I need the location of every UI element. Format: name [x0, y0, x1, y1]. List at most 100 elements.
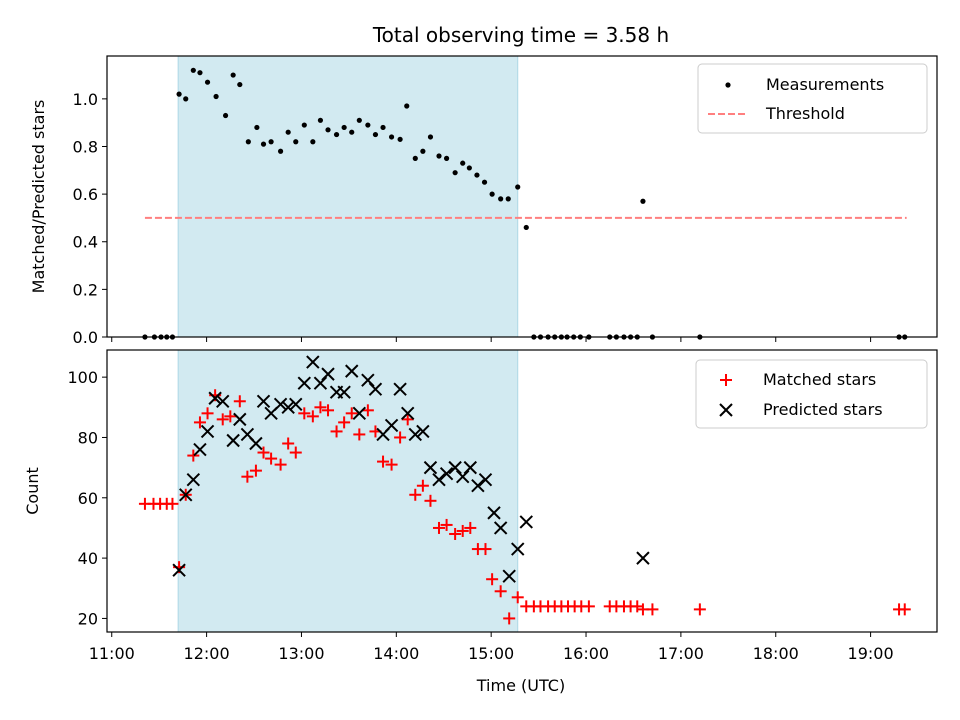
- measurement-point: [204, 79, 211, 85]
- measurement-point: [293, 139, 299, 145]
- predicted-star-point: [249, 436, 263, 451]
- matched-star-point: [582, 600, 595, 613]
- predicted-star-point: [456, 469, 470, 484]
- measurement-point: [515, 184, 521, 190]
- top-y-tick-label: 0.6: [73, 185, 98, 204]
- matched-star-point: [201, 407, 214, 420]
- measurement-point: [466, 165, 472, 171]
- predicted-star-point: [306, 355, 320, 369]
- matched-star-point: [274, 458, 287, 471]
- matched-star-point: [898, 603, 911, 616]
- matched-star-point: [338, 416, 351, 429]
- bottom-x-ticks: 11:00 12:00 13:00 14:00 15:00 16:00 17:00 18:00…: [89, 632, 894, 663]
- matched-star-point: [440, 518, 453, 531]
- matched-star-point: [401, 413, 414, 426]
- matched-star-point: [456, 524, 469, 537]
- bottom-y-tick-label: 60: [78, 489, 98, 508]
- measurement-point: [436, 153, 442, 159]
- measurement-point: [310, 139, 316, 145]
- matched-star-point: [693, 603, 706, 616]
- predicted-star-point: [423, 460, 438, 475]
- bottom-y-ticks: 20 40 60 80 100: [67, 368, 107, 628]
- bottom-y-tick-label: 20: [78, 609, 98, 628]
- measurement-point: [317, 117, 324, 123]
- measurement-point: [498, 196, 504, 202]
- measurement-point: [197, 70, 203, 76]
- predicted-star-point: [478, 472, 493, 487]
- bottom-y-tick-label: 40: [78, 549, 98, 568]
- matched-star-point: [631, 600, 644, 613]
- predicted-star-point: [511, 542, 525, 556]
- predicted-star-point: [273, 397, 288, 411]
- measurement-point: [356, 117, 362, 123]
- predicted-star-point: [289, 397, 303, 411]
- measurement-point: [474, 172, 480, 178]
- predicted-star-point: [636, 551, 650, 565]
- predicted-star-point: [384, 418, 399, 433]
- top-points: [142, 67, 908, 340]
- legend-matched-marker: [720, 374, 732, 386]
- measurement-point: [268, 139, 274, 145]
- measurement-point: [427, 134, 434, 140]
- predicted-star-point: [200, 424, 215, 439]
- bottom-observing-window: [177, 349, 519, 633]
- legend-threshold-label: Threshold: [765, 104, 845, 123]
- predicted-star-point: [432, 472, 446, 487]
- predicted-star-point: [463, 460, 478, 475]
- bottom-y-tick-label: 100: [67, 368, 98, 387]
- x-tick-label: 16:00: [563, 644, 609, 663]
- legend-predicted-label: Predicted stars: [763, 400, 883, 419]
- chart-title: Total observing time = 3.58 h: [372, 23, 669, 47]
- matched-star-point: [385, 458, 398, 471]
- measurement-point: [325, 127, 331, 133]
- measurement-point: [333, 131, 340, 138]
- measurement-point: [412, 155, 418, 161]
- top-y-tick-label: 0.4: [73, 233, 98, 252]
- measurement-point: [254, 124, 260, 131]
- legend-measurements-label: Measurements: [766, 75, 884, 94]
- predicted-star-point: [345, 364, 359, 378]
- legend-predicted-marker: [719, 403, 733, 417]
- legend-measurements-marker: [725, 82, 731, 88]
- predicted-star-point: [179, 488, 193, 502]
- matched-star-point: [409, 488, 422, 501]
- matched-star-point: [166, 497, 179, 510]
- top-panel: 0.0 0.2 0.4 0.6 0.8 1.0 Matched/Predicted sta…: [29, 55, 938, 347]
- predicted-star-point: [400, 406, 415, 421]
- matched-star-point: [394, 431, 407, 444]
- measurement-point: [365, 122, 371, 128]
- top-axes-frame: [106, 55, 938, 338]
- predicted-star-point: [186, 472, 201, 487]
- predicted-star-point: [256, 394, 271, 408]
- measurement-point: [190, 67, 196, 73]
- measurement-point: [481, 179, 488, 185]
- predicted-star-point: [416, 424, 430, 439]
- predicted-star-point: [297, 376, 312, 390]
- matched-star-point: [424, 494, 437, 507]
- predicted-star-point: [368, 382, 383, 396]
- matched-star-point: [249, 464, 262, 477]
- predicted-star-point: [408, 427, 422, 442]
- measurement-point: [183, 96, 189, 102]
- top-x-ticks: [111, 337, 872, 342]
- top-y-tick-label: 0.8: [73, 137, 98, 156]
- predicted-star-point: [281, 400, 295, 415]
- top-y-tick-label: 0.0: [73, 328, 98, 347]
- matched-star-point: [289, 446, 302, 459]
- measurement-point: [213, 93, 219, 100]
- matched-star-point: [216, 413, 229, 426]
- matched-star-point: [646, 603, 659, 616]
- predicted-star-point: [439, 466, 454, 481]
- predicted-star-point: [337, 385, 351, 399]
- top-y-axis-label: Matched/Predicted stars: [29, 100, 48, 294]
- matched-star-point: [282, 437, 295, 450]
- matched-star-point: [494, 585, 507, 598]
- measurement-point: [301, 122, 307, 128]
- x-tick-label: 17:00: [658, 644, 704, 663]
- matched-star-point: [416, 479, 429, 492]
- x-tick-label: 13:00: [278, 644, 324, 663]
- bottom-legend: Matched stars Predicted stars: [695, 359, 928, 429]
- bottom-axes-frame: [106, 349, 938, 633]
- measurement-point: [460, 160, 466, 166]
